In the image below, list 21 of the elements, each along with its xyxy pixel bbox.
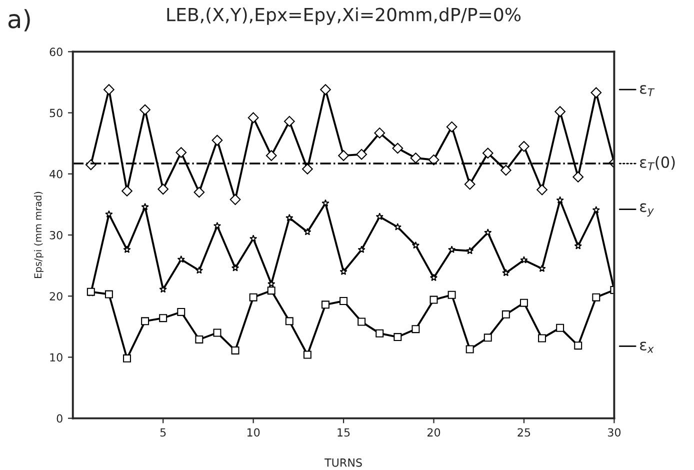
x-tick-label: 5	[160, 428, 166, 437]
x-tick-label: 20	[427, 428, 440, 437]
x-tick-label: 10	[247, 428, 260, 437]
y-tick-label: 10	[50, 353, 62, 362]
y-tick-label: 30	[50, 230, 62, 240]
y-tick-label: 50	[50, 108, 62, 118]
y-axis-title: Eps/pi (mm mrad)	[34, 192, 44, 278]
x-tick-label: 25	[518, 428, 530, 437]
chart-title: LEB,(X,Y),Epx=Epy,Xi=20mm,dP/P=0%	[167, 7, 521, 25]
y-tick-label: 0	[56, 414, 62, 423]
ref-line-label: ε$_{T}$(0)	[640, 156, 675, 170]
x-tick-label: 30	[608, 428, 621, 437]
legend-label: ε$_{y}$	[640, 203, 654, 217]
x-tick-label: 15	[338, 428, 350, 437]
text: a)	[8, 9, 30, 32]
x-axis-title: TURNS	[324, 458, 362, 467]
legend-label: ε$_{x}$	[640, 342, 654, 353]
y-tick-label: 40	[50, 170, 62, 178]
y-tick-label: 60	[50, 48, 62, 56]
y-tick-label: 20	[50, 292, 62, 300]
legend-label: ε$_{T}$	[640, 85, 655, 96]
